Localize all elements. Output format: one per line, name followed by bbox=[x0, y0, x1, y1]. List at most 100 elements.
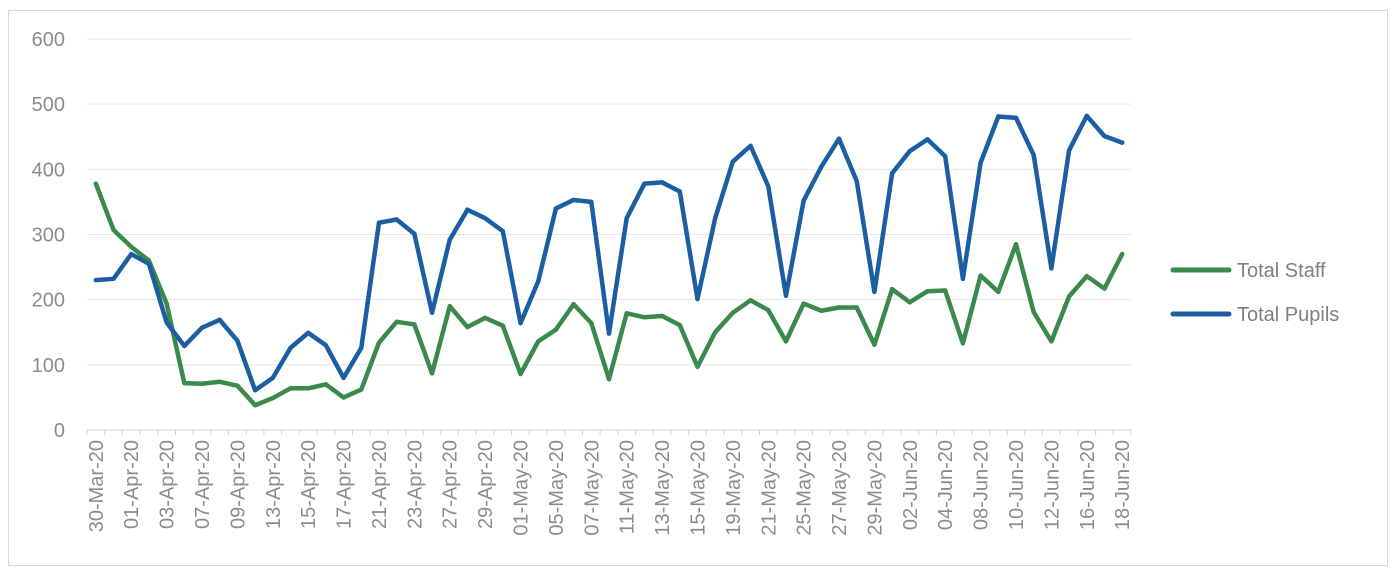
data-point bbox=[943, 154, 948, 159]
data-point bbox=[129, 244, 134, 250]
data-point bbox=[235, 338, 240, 343]
data-point bbox=[978, 160, 983, 166]
x-tick-label: 07-May-20 bbox=[581, 440, 603, 536]
data-point bbox=[571, 302, 576, 307]
x-tick-label: 15-May-20 bbox=[687, 440, 709, 536]
data-point bbox=[252, 388, 258, 393]
data-point bbox=[624, 216, 629, 221]
data-point bbox=[536, 339, 541, 344]
x-tick-label: 15-Apr-20 bbox=[298, 440, 320, 529]
data-point bbox=[1013, 115, 1019, 121]
data-point bbox=[960, 276, 966, 282]
x-tick-label: 04-Jun-20 bbox=[935, 440, 957, 530]
x-tick-label: 30-Mar-20 bbox=[86, 440, 108, 532]
x-tick-label: 27-Apr-20 bbox=[440, 440, 462, 529]
x-tick-label: 13-May-20 bbox=[652, 440, 674, 536]
data-point bbox=[518, 320, 523, 326]
x-tick-label: 12-Jun-20 bbox=[1041, 440, 1063, 530]
data-point bbox=[960, 341, 966, 346]
data-point bbox=[1102, 286, 1107, 291]
data-point bbox=[217, 379, 222, 384]
data-point bbox=[341, 395, 346, 400]
data-point bbox=[783, 339, 789, 344]
data-point bbox=[748, 143, 753, 149]
x-tick-label: 09-Apr-20 bbox=[227, 440, 249, 529]
data-point bbox=[199, 325, 205, 330]
x-tick-label: 21-May-20 bbox=[758, 440, 780, 536]
data-point bbox=[394, 319, 399, 325]
data-point bbox=[801, 301, 806, 306]
data-point bbox=[907, 300, 913, 305]
data-point bbox=[1049, 266, 1054, 271]
data-point bbox=[323, 382, 329, 387]
data-point bbox=[1102, 133, 1107, 139]
data-point bbox=[589, 320, 594, 326]
data-point bbox=[500, 323, 506, 328]
data-point bbox=[783, 293, 789, 298]
x-tick-label: 18-Jun-20 bbox=[1112, 440, 1134, 530]
x-tick-label: 29-May-20 bbox=[864, 440, 886, 536]
legend-item: Total Pupils bbox=[1170, 304, 1339, 326]
data-point bbox=[889, 287, 895, 292]
legend-item: Total Staff bbox=[1170, 260, 1326, 282]
data-point bbox=[146, 261, 152, 267]
data-point bbox=[624, 311, 629, 316]
x-tick-label: 01-Apr-20 bbox=[121, 440, 143, 529]
data-point bbox=[978, 273, 983, 278]
data-point bbox=[465, 324, 470, 330]
data-point bbox=[465, 207, 470, 212]
data-point bbox=[907, 148, 913, 154]
data-point bbox=[553, 327, 559, 332]
line-chart: 0 100 200 300 400 500 600 30-Mar-20 01-Apr-20 03-… bbox=[32, 29, 1340, 536]
x-tick-label: 16-Jun-20 bbox=[1077, 440, 1099, 530]
data-point bbox=[536, 279, 541, 284]
gridlines bbox=[87, 38, 1131, 366]
x-tick-label: 27-May-20 bbox=[829, 440, 851, 536]
data-point bbox=[288, 345, 293, 351]
data-point bbox=[129, 251, 134, 257]
data-point bbox=[801, 198, 806, 203]
data-point bbox=[518, 371, 523, 377]
y-tick-label: 0 bbox=[54, 420, 65, 442]
data-point bbox=[359, 387, 364, 392]
data-point bbox=[712, 330, 718, 335]
data-point bbox=[199, 381, 205, 386]
data-point bbox=[553, 206, 559, 211]
legend-label: Total Staff bbox=[1237, 260, 1326, 282]
data-point bbox=[323, 343, 329, 348]
data-point bbox=[447, 303, 452, 309]
y-tick-label: 200 bbox=[32, 290, 65, 312]
data-point bbox=[943, 288, 948, 293]
x-tick-label: 02-Jun-20 bbox=[900, 440, 922, 530]
x-tick-label: 29-Apr-20 bbox=[475, 440, 497, 529]
data-point bbox=[1066, 148, 1072, 153]
data-point bbox=[659, 313, 665, 319]
legend-label: Total Pupils bbox=[1237, 304, 1339, 326]
data-point bbox=[429, 310, 435, 315]
data-point bbox=[766, 184, 771, 189]
data-point bbox=[730, 310, 736, 315]
data-point bbox=[589, 199, 594, 205]
data-point bbox=[447, 237, 452, 242]
data-point bbox=[270, 395, 275, 401]
data-point bbox=[889, 171, 895, 176]
data-point bbox=[235, 383, 240, 388]
data-point bbox=[412, 231, 417, 237]
data-point bbox=[730, 159, 736, 164]
data-point bbox=[872, 342, 877, 347]
data-point bbox=[412, 322, 417, 327]
chart-area: 0 100 200 300 400 500 600 30-Mar-20 01-Apr-20 03-… bbox=[8, 10, 1388, 566]
series-lines bbox=[93, 113, 1125, 408]
y-tick-label: 500 bbox=[32, 94, 65, 116]
data-point bbox=[854, 305, 859, 310]
data-point bbox=[359, 345, 364, 351]
data-point bbox=[925, 288, 930, 294]
x-tick-label: 23-Apr-20 bbox=[404, 440, 426, 529]
y-tick-label: 600 bbox=[32, 29, 65, 51]
data-point bbox=[182, 343, 187, 349]
data-point bbox=[93, 181, 99, 186]
data-point bbox=[482, 216, 488, 221]
data-point bbox=[1049, 339, 1054, 344]
data-point bbox=[1066, 294, 1072, 299]
data-point bbox=[164, 301, 169, 306]
